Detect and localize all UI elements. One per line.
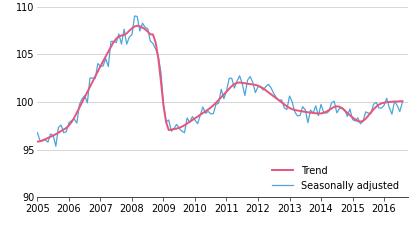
Legend: Trend, Seasonally adjusted: Trend, Seasonally adjusted — [272, 166, 399, 191]
Trend — [219, 96, 224, 99]
Trend — [400, 100, 405, 103]
Seasonally adjusted — [221, 97, 226, 100]
Trend — [72, 116, 77, 119]
Trend — [48, 136, 53, 138]
Seasonally adjusted — [59, 124, 64, 126]
Seasonally adjusted — [48, 133, 53, 135]
Trend — [397, 100, 402, 103]
Trend — [135, 24, 140, 27]
Seasonally adjusted — [193, 119, 198, 122]
Seasonally adjusted — [132, 15, 137, 17]
Seasonally adjusted — [35, 131, 40, 134]
Seasonally adjusted — [53, 145, 58, 148]
Line: Seasonally adjusted: Seasonally adjusted — [37, 16, 402, 146]
Trend — [35, 140, 40, 143]
Trend — [56, 131, 61, 134]
Seasonally adjusted — [74, 122, 79, 124]
Seasonally adjusted — [400, 101, 405, 104]
Seasonally adjusted — [103, 57, 108, 60]
Trend — [101, 60, 106, 63]
Line: Trend: Trend — [37, 26, 402, 142]
